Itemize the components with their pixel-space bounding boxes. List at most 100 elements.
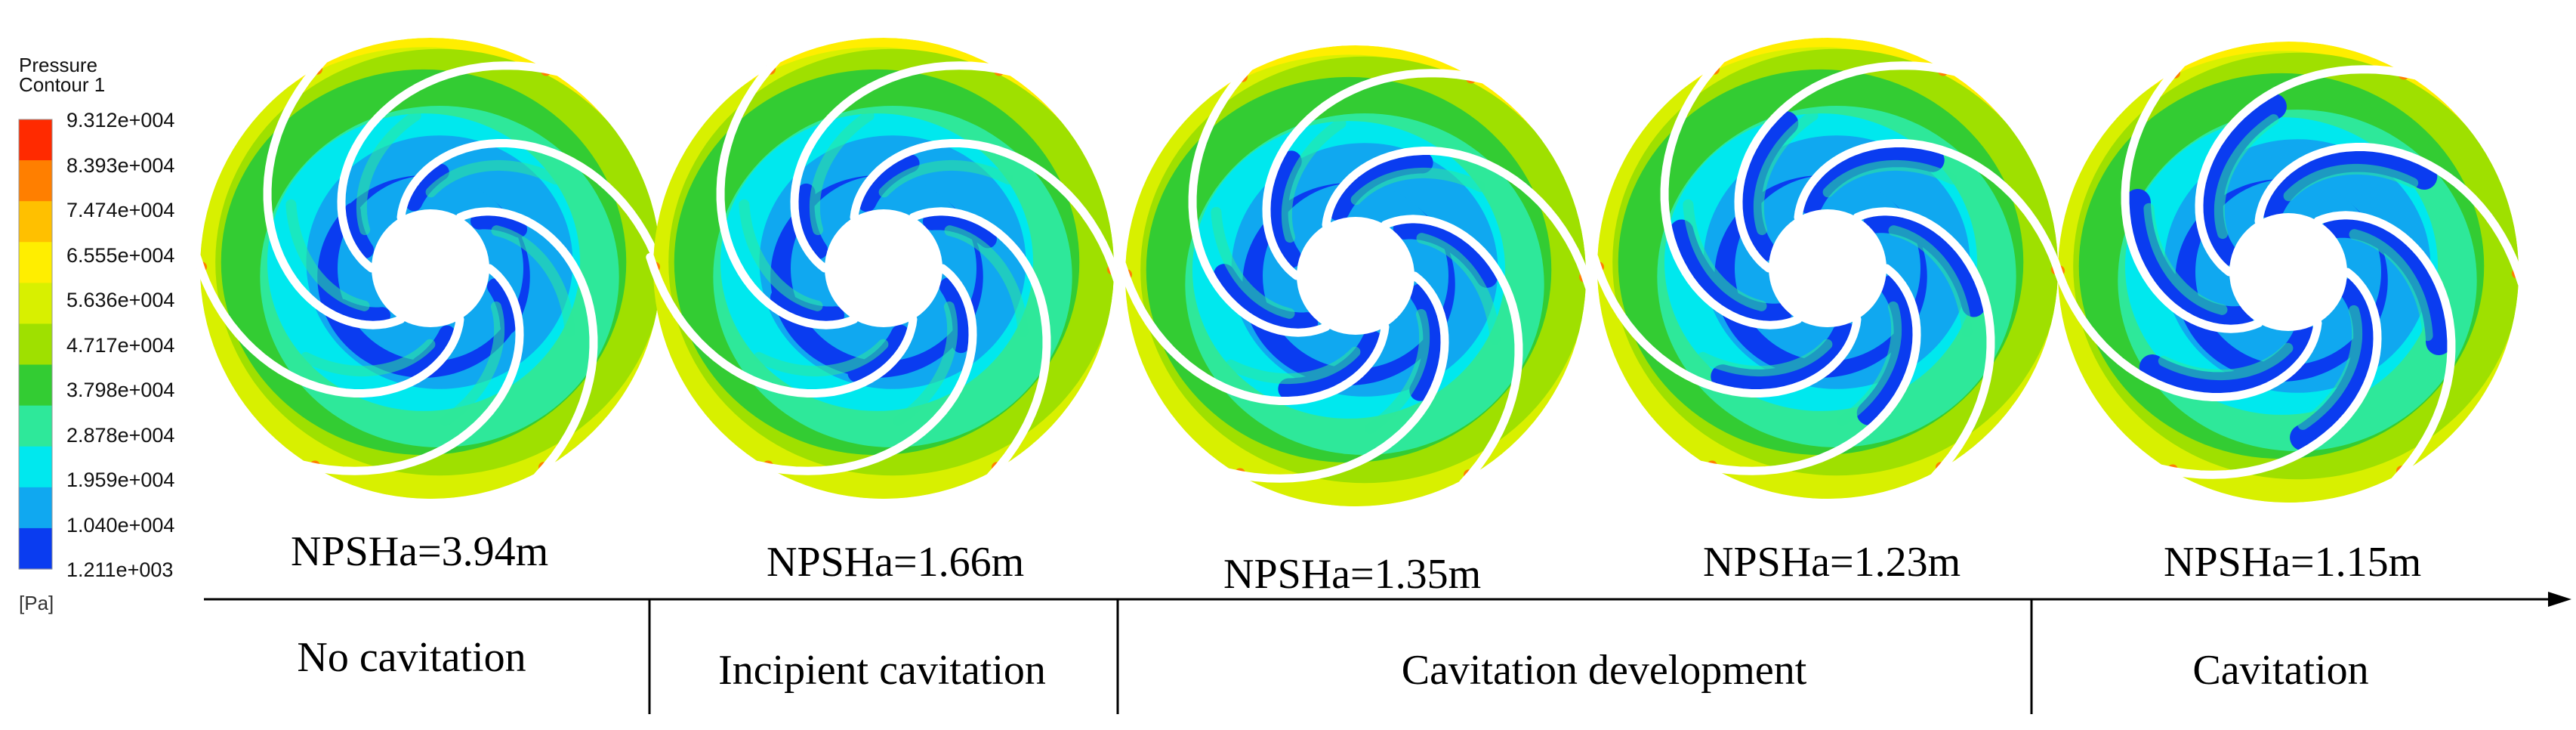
impeller-blade xyxy=(2158,268,2382,479)
cavity-region xyxy=(922,212,997,249)
contour-band xyxy=(1225,346,1361,385)
cavity-region xyxy=(2258,146,2438,220)
impeller-blade xyxy=(1734,61,1958,273)
legend-swatch xyxy=(19,487,52,529)
legend-swatch xyxy=(19,323,52,366)
legend-tick: 4.717e+004 xyxy=(66,334,175,357)
legend-frame xyxy=(18,119,53,570)
cavity-region xyxy=(2323,212,2452,355)
legend-tick: 5.636e+004 xyxy=(66,289,175,311)
impeller-blade xyxy=(337,61,561,273)
cavity-region xyxy=(1409,283,1445,401)
impeller-2 xyxy=(646,38,1121,499)
contour-band xyxy=(1753,110,1819,236)
cavity-region xyxy=(847,324,910,382)
legend-swatch xyxy=(19,405,52,447)
legend-tick: 9.312e+004 xyxy=(66,109,175,131)
cavity-region xyxy=(1266,150,1302,268)
legend-tick: 3.798e+004 xyxy=(66,379,175,401)
cavity-region xyxy=(1856,274,1918,425)
contour-band xyxy=(1365,308,1430,434)
cavity-region xyxy=(1711,321,1856,394)
impeller-blade xyxy=(1853,207,1995,481)
contour-band xyxy=(1281,118,1347,243)
impeller-1 xyxy=(193,38,668,499)
cavity-region xyxy=(344,203,374,258)
impeller-3 xyxy=(1118,45,1593,506)
cavity-region xyxy=(1669,219,1791,328)
contour-band xyxy=(2349,229,2433,342)
impeller-blade xyxy=(2050,256,2322,401)
impeller-blade xyxy=(2121,60,2263,333)
cavity-region xyxy=(2139,324,2318,398)
stage-label-development: Cavitation development xyxy=(1401,647,1807,694)
impeller-blade xyxy=(909,207,1051,481)
contour-band xyxy=(356,110,421,236)
cavity-region xyxy=(2124,189,2254,333)
impeller-blade xyxy=(1697,264,1921,475)
impeller-blade xyxy=(263,56,406,329)
cavity-region xyxy=(1213,264,1319,334)
cavity-region xyxy=(470,212,528,238)
impeller-blade xyxy=(2313,211,2456,484)
legend-swatch xyxy=(19,364,52,407)
legend-swatch xyxy=(19,201,52,243)
contour-band xyxy=(1697,339,1833,377)
legend-swatch xyxy=(19,160,52,202)
contour-band xyxy=(809,110,875,236)
cavity-region xyxy=(1737,111,1799,262)
impeller-blade xyxy=(1660,56,1803,329)
impeller-blade xyxy=(1188,63,1331,337)
impeller-blade xyxy=(455,207,598,481)
impeller-blade xyxy=(1794,139,2065,284)
impeller-blade xyxy=(850,139,1121,284)
impeller-hub xyxy=(372,209,489,327)
cavity-region xyxy=(333,298,390,324)
cavity-region xyxy=(2290,277,2380,451)
impeller-blade xyxy=(1322,147,1593,292)
stage-label-no-cavitation: No cavitation xyxy=(297,634,526,681)
legend-tick: 2.878e+004 xyxy=(66,424,175,447)
impeller-blade xyxy=(1118,260,1390,405)
contour-band xyxy=(878,159,1014,198)
contour-band xyxy=(1683,199,1767,311)
contour-band xyxy=(893,301,958,426)
contour-band xyxy=(753,339,889,377)
contour-band xyxy=(2158,342,2294,381)
impeller-blade xyxy=(753,264,977,475)
contour-band xyxy=(1350,167,1486,206)
stage-label-cavitation: Cavitation xyxy=(2192,647,2369,694)
legend-swatch xyxy=(19,242,52,283)
impeller-blade xyxy=(2195,65,2419,277)
impeller-blade xyxy=(790,61,1014,273)
cavity-region xyxy=(1328,152,1433,221)
impeller-blade xyxy=(300,264,524,475)
npsh-label-1: NPSHa=3.94m xyxy=(291,528,549,575)
cavity-region xyxy=(796,183,828,259)
contour-band xyxy=(300,339,436,377)
npsh-label-5: NPSHa=1.15m xyxy=(2164,539,2422,586)
legend-tick: 7.474e+004 xyxy=(66,199,175,221)
legend-unit: [Pa] xyxy=(19,592,54,614)
legend-tick: 1.211e+003 xyxy=(66,558,174,581)
legend-tick: 1.959e+004 xyxy=(66,469,175,491)
contour-band xyxy=(2143,203,2228,315)
legend-title-line1: Pressure xyxy=(19,54,98,76)
impeller-hub xyxy=(825,209,942,327)
contour-band xyxy=(739,199,823,311)
cavity-region xyxy=(1278,330,1384,400)
impeller-blade xyxy=(1381,215,1523,488)
cavity-region xyxy=(770,288,845,325)
impeller-blade xyxy=(1590,252,1862,397)
contour-band xyxy=(1211,206,1295,319)
impeller-hub xyxy=(1297,217,1414,335)
legend-swatch xyxy=(19,283,52,325)
cavity-region xyxy=(857,154,920,212)
impeller-4 xyxy=(1590,38,2065,499)
contour-band xyxy=(2283,163,2419,202)
impeller-blade xyxy=(646,252,918,397)
impeller-hub xyxy=(1769,209,1886,327)
impeller-blade xyxy=(396,139,668,284)
